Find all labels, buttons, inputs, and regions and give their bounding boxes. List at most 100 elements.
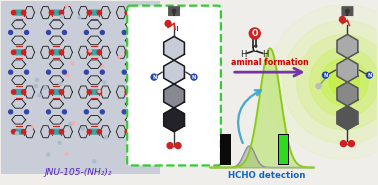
Ellipse shape xyxy=(88,90,96,95)
Circle shape xyxy=(97,10,102,15)
Circle shape xyxy=(297,34,378,130)
Circle shape xyxy=(11,10,16,15)
Circle shape xyxy=(330,67,359,97)
FancyBboxPatch shape xyxy=(127,6,221,165)
Circle shape xyxy=(175,143,181,149)
Circle shape xyxy=(62,31,67,34)
Ellipse shape xyxy=(54,90,62,95)
Circle shape xyxy=(60,15,64,18)
Circle shape xyxy=(22,90,26,94)
Circle shape xyxy=(87,50,91,55)
Circle shape xyxy=(81,127,84,130)
Circle shape xyxy=(46,153,50,156)
Circle shape xyxy=(84,70,88,74)
Text: N: N xyxy=(192,75,196,80)
Polygon shape xyxy=(337,82,358,106)
Circle shape xyxy=(87,130,91,134)
Circle shape xyxy=(66,5,68,7)
Circle shape xyxy=(36,78,39,81)
Ellipse shape xyxy=(130,50,138,55)
Circle shape xyxy=(72,122,74,125)
Ellipse shape xyxy=(92,129,100,134)
Ellipse shape xyxy=(130,129,138,134)
Circle shape xyxy=(283,21,378,144)
Circle shape xyxy=(34,85,37,88)
Ellipse shape xyxy=(17,10,25,15)
Ellipse shape xyxy=(51,90,59,95)
Ellipse shape xyxy=(126,10,134,15)
FancyBboxPatch shape xyxy=(168,6,180,16)
Circle shape xyxy=(62,110,67,114)
Ellipse shape xyxy=(54,10,62,15)
Circle shape xyxy=(59,82,62,85)
Circle shape xyxy=(49,10,54,15)
Circle shape xyxy=(11,50,16,55)
Circle shape xyxy=(97,130,102,134)
Circle shape xyxy=(103,81,106,84)
Circle shape xyxy=(25,70,29,74)
Ellipse shape xyxy=(126,90,134,95)
Circle shape xyxy=(98,90,101,92)
Text: N: N xyxy=(152,75,156,80)
Circle shape xyxy=(22,10,26,15)
Ellipse shape xyxy=(54,129,62,134)
Bar xyxy=(278,134,289,165)
Ellipse shape xyxy=(17,50,25,55)
Circle shape xyxy=(167,143,173,149)
Circle shape xyxy=(151,74,157,80)
Text: aminal formation: aminal formation xyxy=(231,58,308,67)
Ellipse shape xyxy=(88,50,96,55)
Circle shape xyxy=(59,50,64,55)
Circle shape xyxy=(89,50,91,52)
Bar xyxy=(1,1,160,174)
Circle shape xyxy=(46,31,51,34)
Circle shape xyxy=(100,70,104,74)
Circle shape xyxy=(141,8,144,11)
Circle shape xyxy=(59,130,64,134)
Circle shape xyxy=(78,16,81,19)
Ellipse shape xyxy=(12,50,21,55)
Polygon shape xyxy=(164,108,184,132)
Circle shape xyxy=(138,31,142,34)
Circle shape xyxy=(135,50,139,55)
Circle shape xyxy=(25,110,29,114)
Circle shape xyxy=(191,74,197,80)
Circle shape xyxy=(25,31,29,34)
Ellipse shape xyxy=(17,90,25,95)
Ellipse shape xyxy=(12,90,21,95)
Circle shape xyxy=(349,141,355,147)
Circle shape xyxy=(11,90,16,94)
Text: N: N xyxy=(367,73,372,78)
Polygon shape xyxy=(164,84,184,108)
Circle shape xyxy=(366,72,372,78)
Circle shape xyxy=(71,62,74,65)
Circle shape xyxy=(118,56,120,58)
Circle shape xyxy=(87,10,91,15)
Circle shape xyxy=(321,58,368,106)
Circle shape xyxy=(339,17,345,23)
Circle shape xyxy=(49,50,54,55)
Circle shape xyxy=(93,160,96,163)
Circle shape xyxy=(310,47,378,117)
Circle shape xyxy=(31,126,34,128)
Polygon shape xyxy=(337,106,358,130)
Text: H: H xyxy=(241,50,247,59)
Circle shape xyxy=(97,50,102,55)
Circle shape xyxy=(9,110,12,114)
Circle shape xyxy=(138,70,142,74)
Circle shape xyxy=(249,28,260,39)
Circle shape xyxy=(62,70,67,74)
Circle shape xyxy=(135,10,139,15)
Polygon shape xyxy=(164,60,184,84)
Circle shape xyxy=(165,21,171,26)
Circle shape xyxy=(100,31,104,34)
Circle shape xyxy=(125,130,129,134)
Circle shape xyxy=(345,9,349,13)
Ellipse shape xyxy=(17,129,25,134)
Circle shape xyxy=(46,110,51,114)
Circle shape xyxy=(49,90,54,94)
Circle shape xyxy=(87,90,91,94)
Ellipse shape xyxy=(88,129,96,134)
Circle shape xyxy=(125,50,129,55)
Polygon shape xyxy=(337,34,358,58)
